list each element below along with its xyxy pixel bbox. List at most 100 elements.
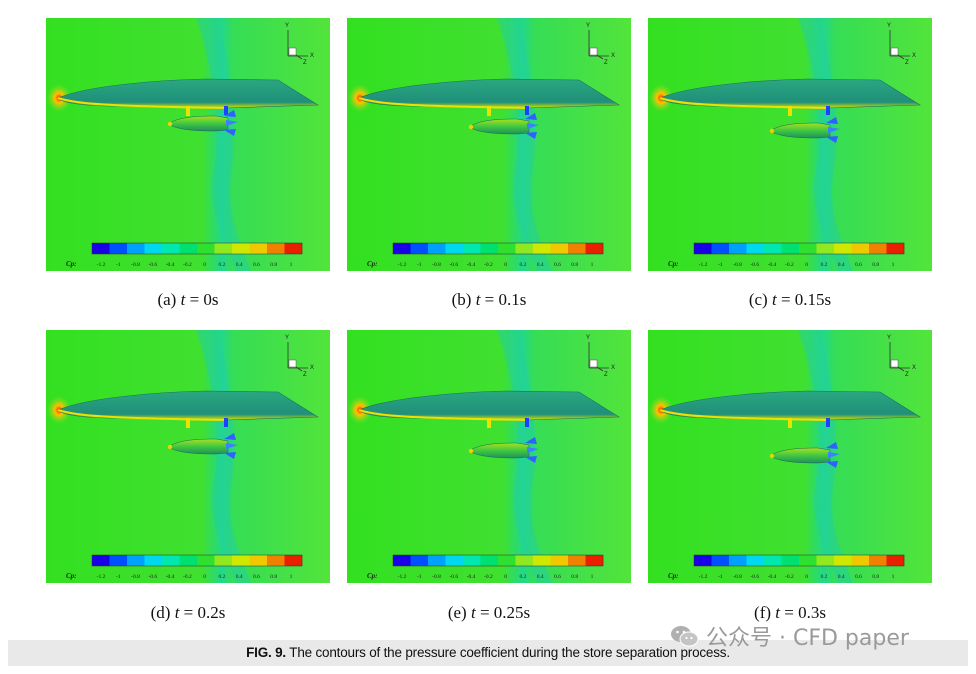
pylon-front [788, 418, 792, 428]
caption-a: (a) t = 0s [157, 290, 219, 309]
store [468, 113, 539, 139]
axis-x-label: X [310, 53, 314, 59]
colorbar-tick: 0.8 [571, 262, 578, 268]
axes-triad: Y XZ [887, 23, 916, 66]
colorbar-swatch [746, 555, 765, 566]
colorbar-swatch [284, 243, 303, 254]
pylon-rear [826, 418, 830, 427]
colorbar-swatch [410, 555, 429, 566]
colorbar-swatch [550, 555, 569, 566]
colorbar-tick: -0.4 [166, 574, 175, 580]
shock-wave [497, 18, 552, 271]
pylon-rear [525, 418, 529, 427]
axis-x-label: X [611, 365, 615, 371]
axes-triad: Y XZ [586, 335, 615, 378]
colorbar-swatch [816, 243, 835, 254]
colorbar-tick: 0.6 [855, 574, 862, 580]
colorbar-tick: 0 [805, 574, 808, 580]
colorbar-swatch [92, 243, 110, 254]
colorbar-swatch [869, 243, 887, 254]
wing [659, 390, 921, 421]
colorbar-tick: -1.2 [398, 574, 407, 580]
contour-panel-d: Y X Z Cp: -1.2 -1 -0.8 -0.6 -0.4 -0.2 0 0.2 0.4 0.6 0.… [46, 330, 330, 583]
colorbar-tick: 0.8 [872, 574, 879, 580]
colorbar-swatch [232, 555, 250, 566]
colorbar-swatch [428, 555, 446, 566]
figure-caption-text: The contours of the pressure coefficient… [289, 645, 730, 660]
contour-panel-c: Y X Z Cp: -1.2 -1 -0.8 -0.6 -0.4 -0.2 0 0.2 0.4 0.6 0.… [648, 18, 932, 271]
colorbar-legend: Cp: -1.2 -1 -0.8 -0.6 -0.4 -0.2 0 0.2 0.4 0.6 0.8 1 [668, 242, 905, 268]
colorbar-tick: 1 [591, 262, 594, 268]
colorbar-tick: 1 [290, 262, 293, 268]
colorbar-legend: Cp: -1.2 -1 -0.8 -0.6 -0.4 -0.2 0 0.2 0.4 0.6 0.8 1 [66, 554, 303, 580]
axis-y-label: Y [887, 335, 891, 341]
colorbar-tick: 0.6 [253, 574, 260, 580]
colorbar-tick: 0.2 [519, 574, 526, 580]
axis-z-label: Z [303, 372, 307, 378]
contour-plot: Y XZ Cp: -1.2 -1 -0.8 -0.6 -0.4 -0.2 0 0.2 0.4 0.6 0.… [46, 330, 330, 583]
colorbar-tick: 0.6 [554, 574, 561, 580]
axis-z-label: Z [604, 372, 608, 378]
colorbar-tick: -0.8 [733, 262, 742, 268]
colorbar-tick: 0.4 [537, 574, 544, 580]
figure-label: FIG. 9. [246, 645, 286, 660]
colorbar-swatch [92, 555, 110, 566]
colorbar-tick: -1 [718, 262, 723, 268]
colorbar-tick: -0.6 [148, 262, 157, 268]
colorbar-tick: 0 [203, 262, 206, 268]
colorbar-swatch [109, 243, 128, 254]
colorbar-swatch [816, 555, 835, 566]
colorbar-tick: -0.4 [467, 262, 476, 268]
flow-field [46, 330, 330, 583]
colorbar-swatch [729, 555, 747, 566]
colorbar-tick: -0.8 [131, 262, 140, 268]
wing [57, 78, 319, 109]
colorbar-swatch [197, 555, 215, 566]
colorbar-swatch [834, 243, 852, 254]
colorbar-tick: -1.2 [97, 574, 106, 580]
store [769, 442, 840, 468]
colorbar-tick: 0.4 [838, 574, 845, 580]
colorbar-swatch [214, 555, 233, 566]
flow-field [347, 18, 631, 271]
contour-plot: Y XZ Cp: -1.2 -1 -0.8 -0.6 -0.4 -0.2 0 0.2 0.4 0.6 0.… [347, 18, 631, 271]
colorbar-tick: 0.2 [218, 574, 225, 580]
colorbar-swatch [463, 555, 481, 566]
colorbar-swatch [463, 243, 481, 254]
colorbar-tick: 1 [892, 574, 895, 580]
colorbar-title: Cp: [367, 572, 378, 580]
colorbar-tick: -0.8 [432, 574, 441, 580]
contour-panel-e: Y X Z Cp: -1.2 -1 -0.8 -0.6 -0.4 -0.2 0 0.2 0.4 0.6 0.… [347, 330, 631, 583]
colorbar-tick: -0.6 [750, 574, 759, 580]
colorbar-swatch [480, 243, 499, 254]
colorbar-swatch [249, 243, 268, 254]
colorbar-tick: -1.2 [398, 262, 407, 268]
colorbar-swatch [498, 555, 516, 566]
axes-triad: Y XZ [285, 23, 314, 66]
colorbar-swatch [267, 243, 285, 254]
colorbar-tick: 0 [504, 574, 507, 580]
colorbar-swatch [267, 555, 285, 566]
colorbar-swatch [480, 555, 499, 566]
colorbar-tick: -1.2 [97, 262, 106, 268]
colorbar-tick: -1.2 [699, 262, 708, 268]
colorbar-tick: 0.2 [519, 262, 526, 268]
colorbar-swatch [393, 243, 411, 254]
pylon-rear [826, 106, 830, 115]
colorbar-tick: 0.6 [253, 262, 260, 268]
contour-panel-b: Y X Z Cp: -1.2 -1 -0.8 -0.6 -0.4 -0.2 0 0.2 0.4 0.6 0.… [347, 18, 631, 271]
pylon-front [186, 418, 190, 428]
colorbar-swatch [533, 243, 551, 254]
colorbar-swatch [533, 555, 551, 566]
colorbar-tick: -0.4 [768, 574, 777, 580]
axis-y-label: Y [887, 23, 891, 29]
colorbar-swatch [284, 555, 303, 566]
colorbar-swatch [162, 243, 180, 254]
colorbar-tick: -1 [116, 574, 121, 580]
colorbar-swatch [498, 243, 516, 254]
caption-c: (c) t = 0.15s [748, 290, 832, 309]
colorbar-title: Cp: [367, 260, 378, 268]
colorbar-swatch [799, 243, 817, 254]
colorbar-swatch [886, 243, 905, 254]
pylon-front [487, 418, 491, 428]
